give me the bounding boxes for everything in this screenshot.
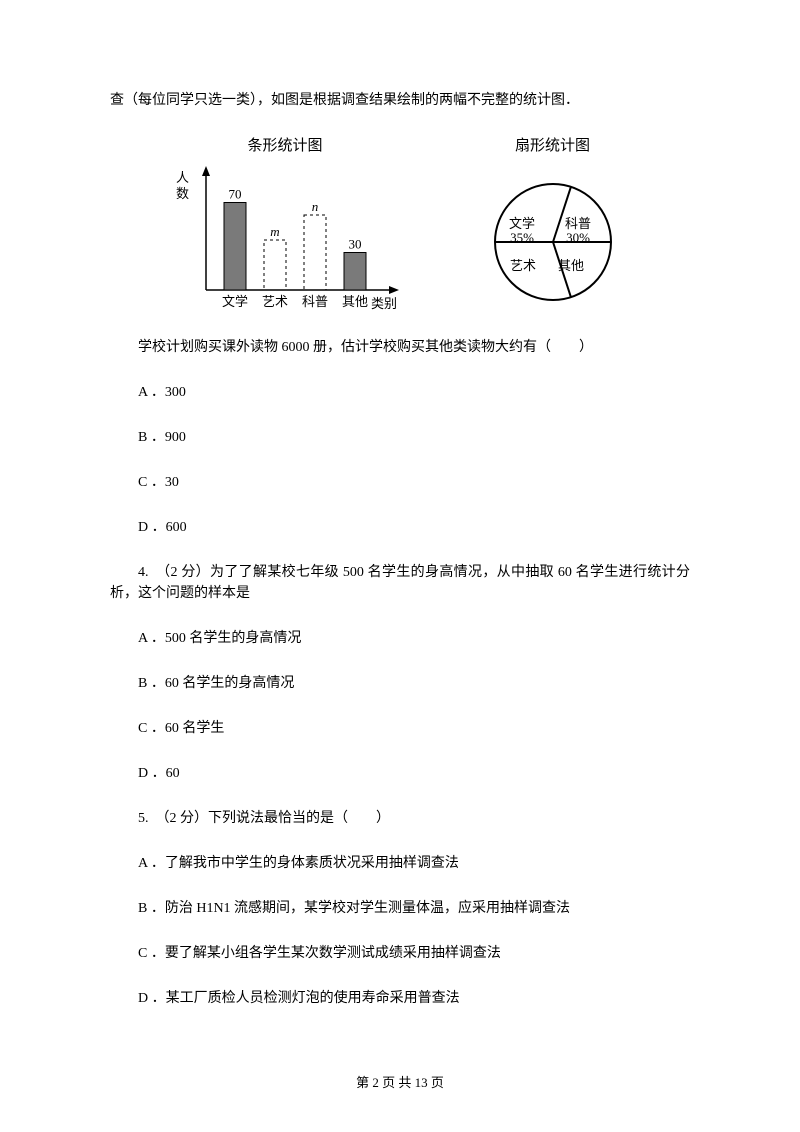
intro-continuation: 查（每位同学只选一类），如图是根据调查结果绘制的两幅不完整的统计图．	[110, 90, 690, 111]
charts-row: 条形统计图 人数类别70文学m艺术n科普30其他 扇形统计图 科普30%其他艺术…	[110, 135, 690, 319]
svg-text:30: 30	[348, 236, 361, 251]
svg-text:艺术: 艺术	[509, 258, 535, 273]
q4-option-c: C ．60 名学生	[110, 718, 690, 739]
page-footer: 第 2 页 共 13 页	[0, 1073, 800, 1093]
q5-option-b: B ．防治 H1N1 流感期间，某学校对学生测量体温，应采用抽样调查法	[110, 898, 690, 919]
pie-chart-box: 扇形统计图 科普30% 其他 艺术 文学35%	[473, 135, 633, 319]
q4-stem: 4. （2 分）为了了解某校七年级 500 名学生的身高情况，从中抽取 60 名…	[110, 562, 690, 604]
svg-text:类别: 类别	[371, 296, 397, 311]
svg-text:30%: 30%	[566, 230, 590, 245]
pie-chart-title: 扇形统计图	[473, 135, 633, 158]
q3-option-d: D ．600	[110, 517, 690, 538]
svg-text:35%: 35%	[510, 230, 534, 245]
svg-text:其他: 其他	[341, 294, 367, 309]
q4-option-b: B ．60 名学生的身高情况	[110, 673, 690, 694]
svg-text:m: m	[270, 224, 279, 239]
q5-option-c: C ．要了解某小组各学生某次数学测试成绩采用抽样调查法	[110, 943, 690, 964]
q3-stem: 学校计划购买课外读物 6000 册，估计学校购买其他类读物大约有（ ）	[110, 337, 690, 358]
q3-option-b: B ．900	[110, 427, 690, 448]
svg-text:人: 人	[176, 170, 189, 185]
q4-option-a: A ．500 名学生的身高情况	[110, 628, 690, 649]
bar-chart-svg: 人数类别 70 文学 m 艺术 n 科普 30 其他	[168, 162, 403, 312]
q5-option-d: D ．某工厂质检人员检测灯泡的使用寿命采用普查法	[110, 988, 690, 1009]
svg-text:其他: 其他	[557, 258, 583, 273]
svg-text:文学: 文学	[508, 216, 534, 231]
svg-text:文学: 文学	[221, 294, 247, 309]
pie-chart-svg: 科普30% 其他 艺术 文学35%	[473, 162, 633, 312]
bar-chart-title: 条形统计图	[168, 135, 403, 158]
bar-chart-box: 条形统计图 人数类别 70 文学 m 艺术 n 科普 30 其他	[168, 135, 403, 319]
q5-option-a: A ．了解我市中学生的身体素质状况采用抽样调查法	[110, 853, 690, 874]
q3-option-a: A ．300	[110, 382, 690, 403]
q3-option-c: C ．30	[110, 472, 690, 493]
svg-text:艺术: 艺术	[261, 294, 287, 309]
svg-text:科普: 科普	[564, 216, 590, 231]
svg-text:数: 数	[176, 186, 189, 201]
svg-text:n: n	[311, 199, 318, 214]
q4-option-d: D ．60	[110, 763, 690, 784]
svg-text:科普: 科普	[301, 294, 327, 309]
q5-stem: 5. （2 分）下列说法最恰当的是（ ）	[110, 808, 690, 829]
document-page: 查（每位同学只选一类），如图是根据调查结果绘制的两幅不完整的统计图． 条形统计图…	[0, 0, 800, 1132]
svg-text:70: 70	[228, 186, 241, 201]
